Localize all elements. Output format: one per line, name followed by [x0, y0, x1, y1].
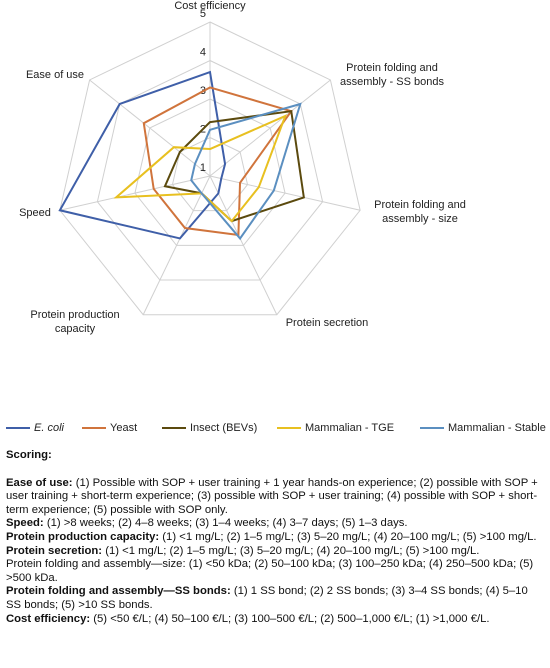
grid-ring [96, 59, 324, 281]
scoring-text: (1) 1 SS bond; (2) 2 SS bonds; (3) 3–4 S… [6, 585, 528, 611]
axis-label: Protein folding and assembly - SS bonds [340, 62, 444, 88]
legend-label: Mammalian - Stable [448, 422, 546, 434]
grid-ring [59, 21, 361, 316]
axis-label: Speed [19, 207, 51, 219]
legend-label: Mammalian - TGE [305, 422, 394, 434]
scoring-item: Speed: (1) >8 weeks; (2) 4–8 weeks; (3) … [6, 517, 544, 531]
scoring-item: Protein folding and assembly—SS bonds: (… [6, 585, 544, 612]
scoring-label: Ease of use: [6, 476, 73, 489]
scoring-item: Protein production capacity: (1) <1 mg/L… [6, 531, 544, 545]
axis-label: Cost efficiency [174, 0, 246, 12]
axis-label: Protein folding and assembly - size [374, 199, 466, 225]
grid-ring [171, 136, 249, 212]
series-line [190, 102, 302, 241]
scoring-item: Ease of use: (1) Possible with SOP + use… [6, 477, 544, 518]
scoring-label: Protein folding and assembly—SS bonds: [6, 585, 231, 598]
series-line [163, 110, 305, 223]
scoring-label: Protein production capacity: [6, 530, 160, 543]
axis-label: Protein secretion [285, 317, 369, 329]
legend-label: Yeast [110, 422, 137, 434]
scoring-label: Cost efficiency: [6, 612, 91, 625]
axis-label: Ease of use [25, 69, 85, 81]
series-line [113, 114, 288, 223]
scoring-text: (5) <50 €/L; (4) 50–100 €/L; (3) 100–500… [93, 612, 490, 625]
scoring-title: Scoring: [6, 449, 52, 461]
series-line [58, 70, 227, 240]
scoring-label: Protein secretion: [6, 544, 103, 557]
tick-label: 1 [200, 162, 206, 174]
scoring: Scoring: Ease of use: (1) Possible with … [6, 449, 544, 626]
tick-label: 5 [200, 8, 206, 20]
tick-label: 4 [200, 46, 206, 58]
scoring-label: Speed: [6, 517, 44, 530]
scoring-item: Protein folding and assembly—size: (1) <… [6, 558, 544, 585]
axis-label: Protein production capacity [30, 309, 120, 335]
legend-label: Insect (BEVs) [190, 422, 257, 434]
scoring-text: (1) Possible with SOP + user training + … [6, 476, 538, 516]
scoring-text: (1) <1 mg/L; (2) 1–5 mg/L; (3) 5–20 mg/L… [105, 544, 480, 557]
scoring-text: (1) >8 weeks; (2) 4–8 weeks; (3) 1–4 wee… [46, 517, 408, 530]
scoring-item: Cost efficiency: (5) <50 €/L; (4) 50–100… [6, 613, 544, 627]
scoring-text: (1) <1 mg/L; (2) 1–5 mg/L; (3) 5–20 mg/L… [162, 530, 537, 543]
legend-label: E. coli [34, 422, 65, 434]
scoring-item: Protein secretion: (1) <1 mg/L; (2) 1–5 … [6, 545, 544, 559]
scoring-text: Protein folding and assembly—size: (1) <… [6, 558, 534, 584]
